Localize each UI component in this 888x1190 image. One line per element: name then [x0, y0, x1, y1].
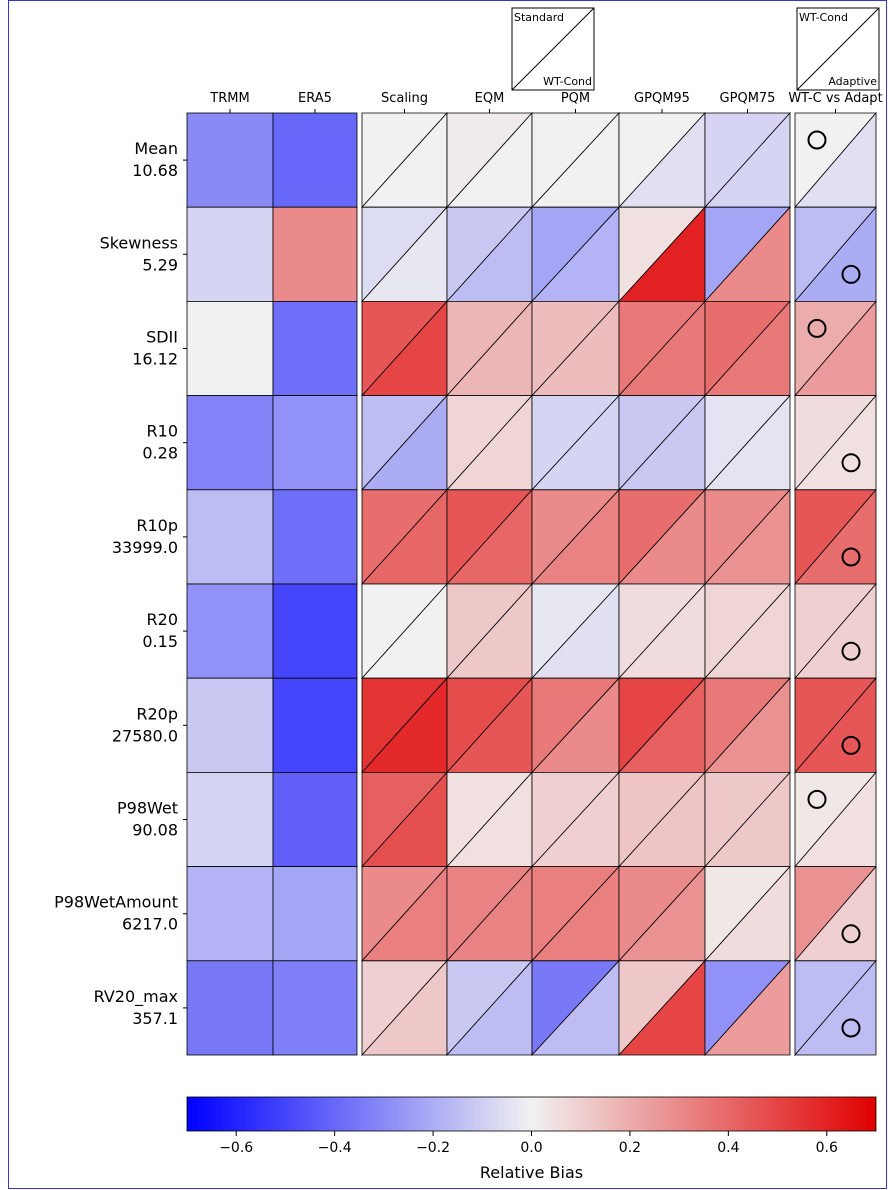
legend-upper: Standard	[514, 11, 564, 24]
colorbar-tick-label: 0.0	[520, 1140, 542, 1156]
cell	[272, 489, 358, 585]
row-label: P98WetAmount	[54, 893, 178, 912]
row-reference: 0.15	[142, 632, 178, 651]
column-label: TRMM	[209, 91, 249, 106]
cell	[272, 960, 358, 1056]
column-label: GPQM95	[634, 91, 690, 106]
row-reference: 0.28	[142, 444, 178, 463]
row-label: R10	[147, 422, 178, 441]
legend-diagonal	[511, 7, 595, 91]
legend-lower: Adaptive	[828, 75, 877, 88]
legend-diagonal	[796, 7, 880, 91]
marker	[841, 641, 861, 661]
cell	[272, 112, 358, 208]
row-label: P98Wet	[117, 799, 178, 818]
marker	[807, 130, 827, 150]
legend-upper: WT-Cond	[799, 11, 848, 24]
cell	[186, 395, 274, 491]
cell	[186, 960, 274, 1056]
row-label: RV20_max	[94, 987, 178, 1007]
lower-triangle	[794, 959, 877, 1056]
marker	[807, 318, 827, 338]
marker	[841, 453, 861, 473]
frame	[8, 0, 887, 1189]
colorbar-tick-label: −0.2	[416, 1140, 450, 1156]
cell	[186, 300, 274, 396]
cell	[186, 583, 274, 679]
cell	[186, 489, 274, 585]
row-label: SDII	[146, 328, 178, 347]
column-label: WT-C vs Adapt	[788, 91, 882, 106]
cell	[186, 677, 274, 773]
cell	[186, 866, 274, 962]
column-label: EQM	[475, 91, 505, 106]
colorbar-label: Relative Bias	[480, 1163, 583, 1182]
cell	[272, 677, 358, 773]
column-label: GPQM75	[720, 91, 776, 106]
row-reference: 5.29	[142, 255, 178, 274]
cell	[272, 866, 358, 962]
cell	[186, 112, 274, 208]
row-label: Mean	[134, 139, 178, 158]
cell	[186, 772, 274, 868]
cell	[272, 300, 358, 396]
marker	[841, 735, 861, 755]
row-reference: 16.12	[132, 350, 178, 369]
colorbar-tick-label: 0.6	[816, 1140, 838, 1156]
row-reference: 33999.0	[112, 538, 178, 557]
legend-lower: WT-Cond	[543, 75, 592, 88]
row-label: R20	[147, 610, 178, 629]
row-reference: 27580.0	[112, 726, 178, 745]
row-reference: 10.68	[132, 161, 178, 180]
cell	[272, 206, 358, 302]
colorbar-tick-label: −0.4	[318, 1140, 352, 1156]
marker	[807, 789, 827, 809]
colorbar-tick-label: 0.2	[619, 1140, 641, 1156]
row-label: R10p	[136, 516, 178, 535]
column-label: Scaling	[381, 91, 428, 106]
row-reference: 6217.0	[122, 915, 178, 934]
row-label: Skewness	[100, 233, 178, 252]
colorbar-tick-label: 0.4	[717, 1140, 739, 1156]
marker	[841, 924, 861, 944]
marker	[841, 264, 861, 284]
cell	[186, 206, 274, 302]
colorbar	[186, 1096, 877, 1132]
row-reference: 357.1	[132, 1009, 178, 1028]
colorbar-tick-label: −0.6	[219, 1140, 253, 1156]
cell	[272, 772, 358, 868]
row-reference: 90.08	[132, 821, 178, 840]
row-label: R20p	[136, 704, 178, 723]
lower-triangle	[704, 959, 791, 1056]
marker	[841, 1018, 861, 1038]
marker	[841, 547, 861, 567]
column-label: ERA5	[298, 91, 332, 106]
cell	[272, 583, 358, 679]
column-label: PQM	[561, 91, 590, 106]
cell	[272, 395, 358, 491]
